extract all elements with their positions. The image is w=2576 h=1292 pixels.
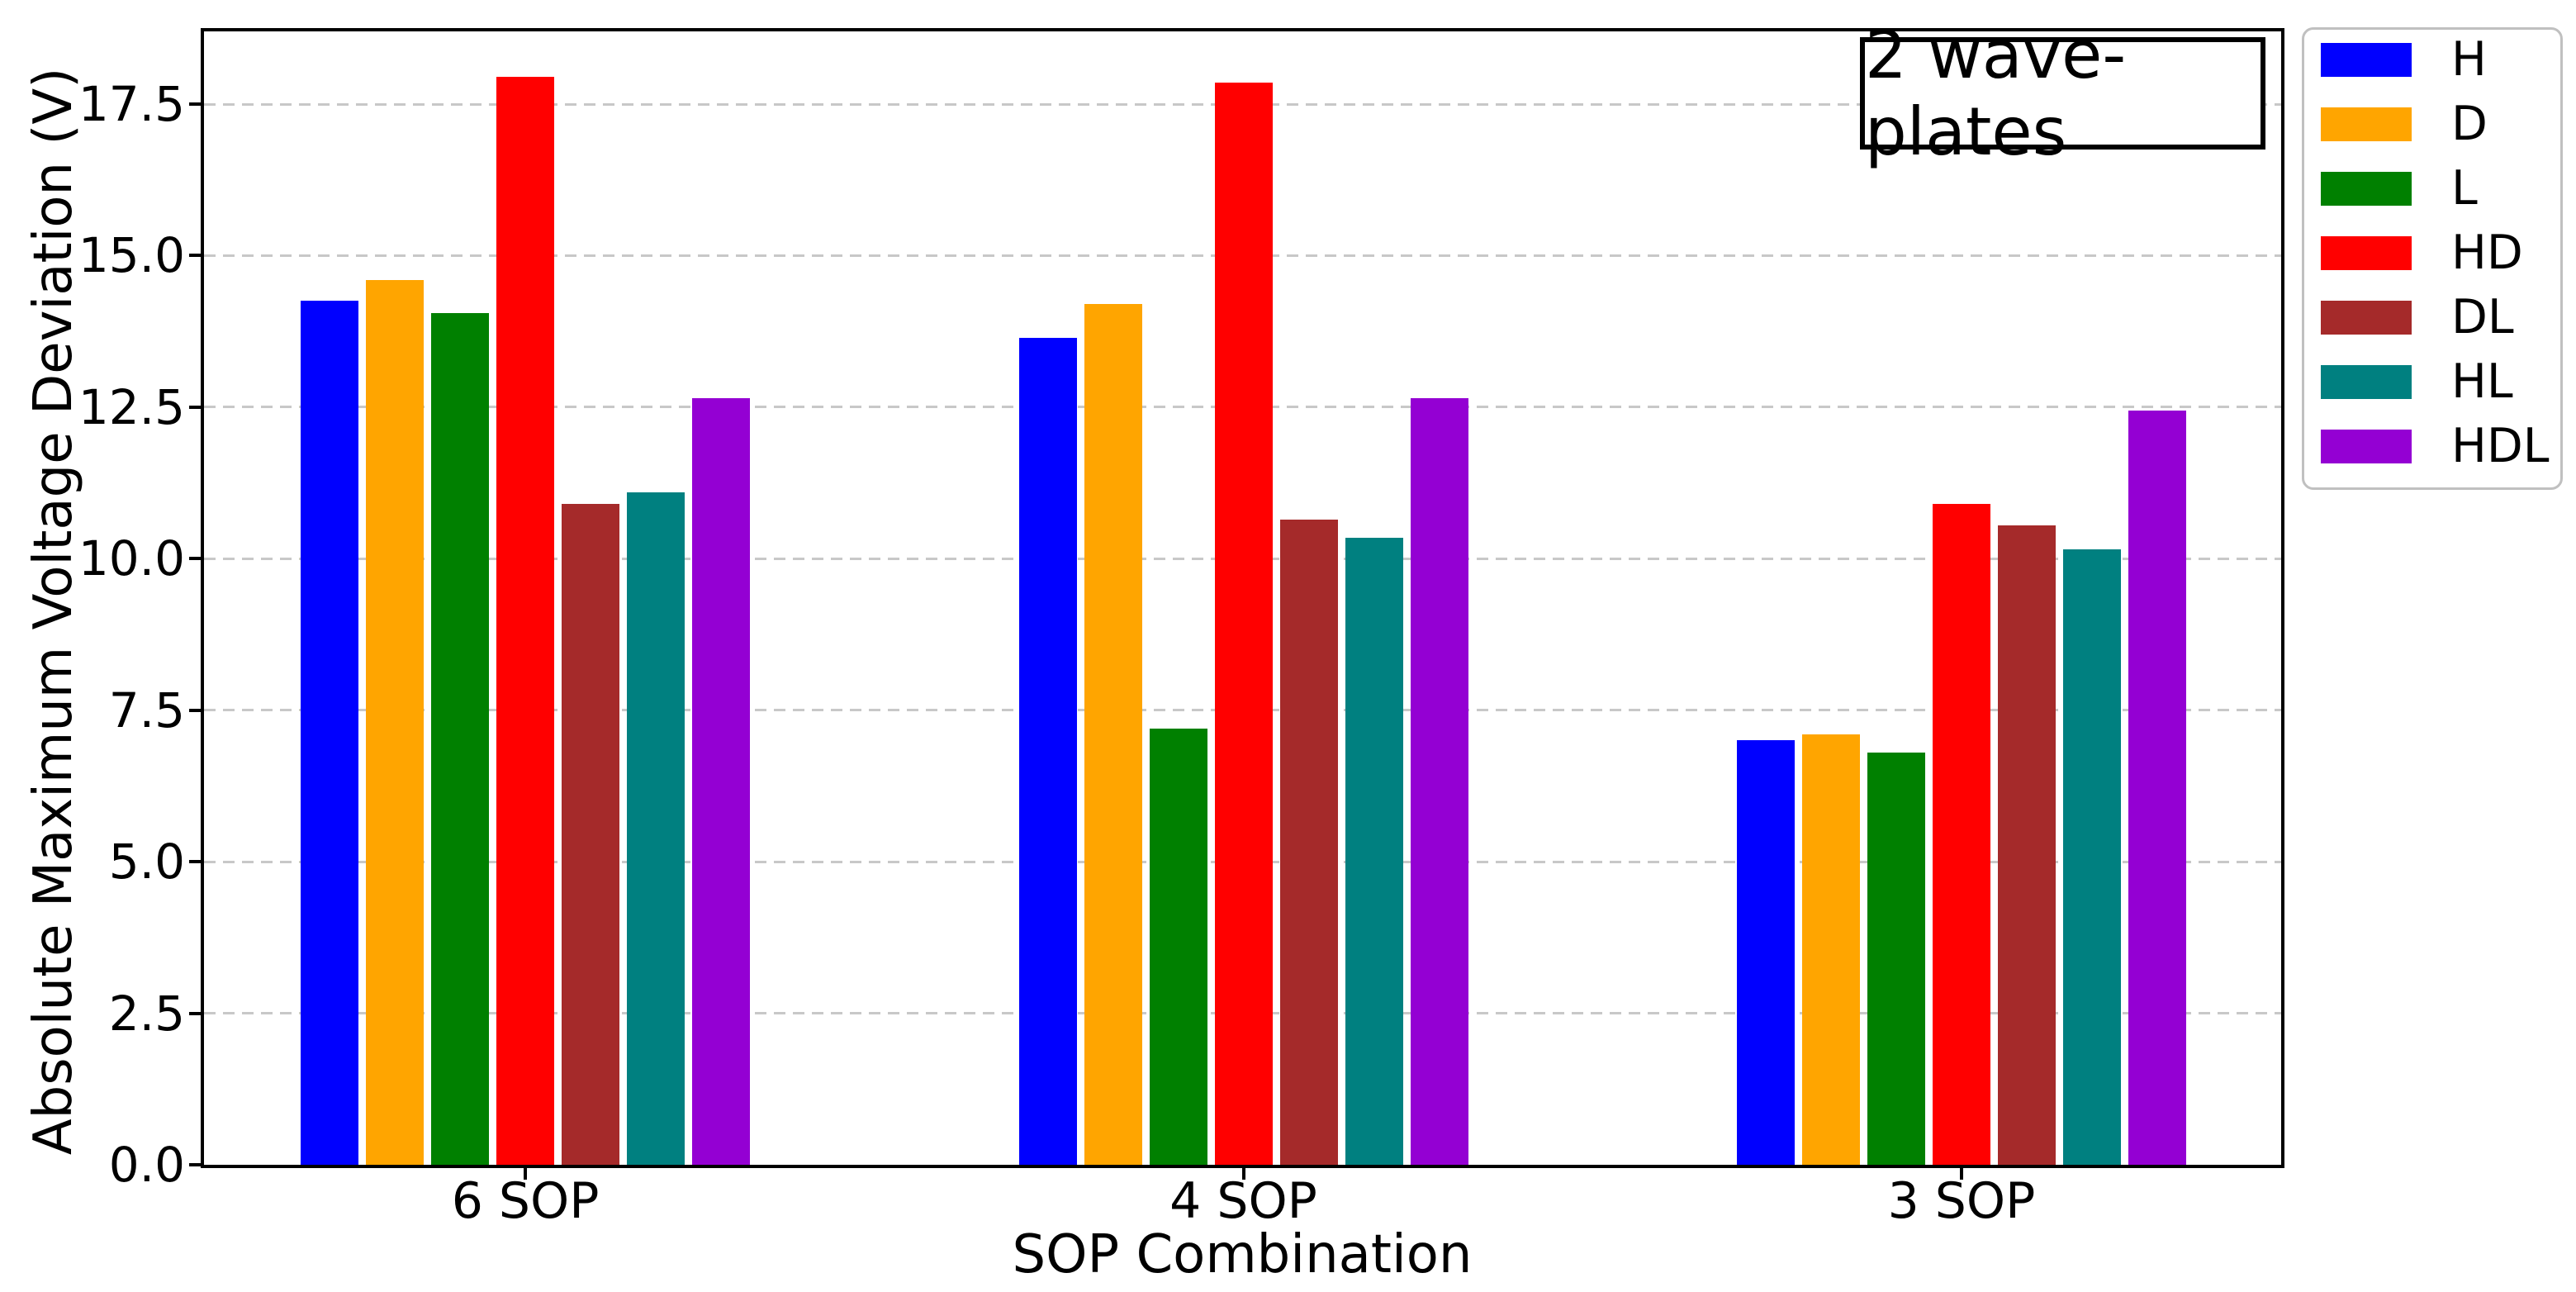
legend-item-HD: HD (2321, 226, 2560, 280)
legend-swatch-HL (2321, 365, 2412, 399)
bar-HDL-3-SOP (2128, 411, 2186, 1165)
legend-label-L: L (2451, 161, 2478, 216)
y-tick-label: 12.5 (78, 378, 185, 435)
x-tick-mark (1959, 1168, 1963, 1180)
bar-H-6-SOP (301, 301, 358, 1165)
x-axis-title: SOP Combination (1012, 1224, 1473, 1285)
y-tick-mark (189, 102, 201, 107)
bar-D-3-SOP (1802, 734, 1860, 1165)
x-tick-label-6-SOP: 6 SOP (451, 1172, 600, 1230)
legend-swatch-L (2321, 172, 2412, 206)
bar-HDL-4-SOP (1411, 398, 1468, 1165)
bar-H-3-SOP (1737, 740, 1795, 1165)
bar-HL-3-SOP (2063, 549, 2121, 1165)
x-tick-mark (524, 1168, 528, 1180)
y-tick-label: 15.0 (78, 227, 185, 284)
y-tick-mark (189, 254, 201, 258)
y-tick-mark (189, 708, 201, 712)
bar-DL-4-SOP (1280, 520, 1338, 1165)
legend-item-HL: HL (2321, 354, 2560, 409)
bar-HL-4-SOP (1345, 538, 1403, 1165)
y-tick-label: 7.5 (108, 682, 185, 739)
bar-HD-3-SOP (1933, 504, 1990, 1165)
x-tick-label-4-SOP: 4 SOP (1169, 1172, 1317, 1230)
y-tick-label: 10.0 (78, 530, 185, 587)
legend-swatch-DL (2321, 301, 2412, 335)
legend-label-HDL: HDL (2451, 419, 2550, 473)
plot-area (201, 28, 2284, 1168)
bar-DL-6-SOP (562, 504, 619, 1165)
legend-swatch-H (2321, 43, 2412, 77)
legend-label-D: D (2451, 97, 2488, 151)
y-tick-label: 2.5 (108, 985, 185, 1042)
legend-swatch-HDL (2321, 430, 2412, 463)
y-tick-mark (189, 405, 201, 409)
bar-HL-6-SOP (627, 492, 685, 1165)
legend-label-H: H (2451, 32, 2487, 87)
legend-swatch-HD (2321, 236, 2412, 270)
y-tick-mark (189, 860, 201, 864)
legend-item-HDL: HDL (2321, 419, 2560, 473)
bar-HD-6-SOP (496, 77, 554, 1165)
legend-item-H: H (2321, 32, 2560, 87)
bar-L-3-SOP (1867, 753, 1925, 1165)
legend-label-HL: HL (2451, 354, 2513, 409)
legend: H D L HD DL HL HDL (2302, 27, 2563, 490)
bar-DL-3-SOP (1998, 525, 2056, 1165)
x-tick-mark (1241, 1168, 1245, 1180)
legend-item-DL: DL (2321, 290, 2560, 344)
y-tick-label: 5.0 (108, 834, 185, 891)
bar-L-6-SOP (431, 313, 489, 1165)
bar-H-4-SOP (1019, 338, 1077, 1165)
bar-L-4-SOP (1150, 729, 1207, 1165)
legend-item-D: D (2321, 97, 2560, 151)
y-tick-label: 0.0 (108, 1137, 185, 1193)
legend-label-HD: HD (2451, 226, 2523, 280)
y-tick-mark (189, 1163, 201, 1166)
bar-D-6-SOP (366, 280, 424, 1165)
legend-label-DL: DL (2451, 290, 2514, 344)
legend-item-L: L (2321, 161, 2560, 216)
annotation-text: 2 wave-plates (1865, 17, 2127, 170)
annotation-box: 2 wave-plates (1860, 17, 2265, 170)
y-tick-mark (189, 557, 201, 561)
x-tick-label-3-SOP: 3 SOP (1887, 1172, 2036, 1230)
y-tick-label: 17.5 (78, 76, 185, 133)
y-tick-mark (189, 1011, 201, 1015)
bar-HD-4-SOP (1215, 83, 1273, 1165)
legend-swatch-D (2321, 107, 2412, 141)
y-axis-title: Absolute Maximum Voltage Deviation (V) (23, 67, 84, 1156)
bar-HDL-6-SOP (692, 398, 750, 1165)
bar-D-4-SOP (1084, 304, 1142, 1165)
